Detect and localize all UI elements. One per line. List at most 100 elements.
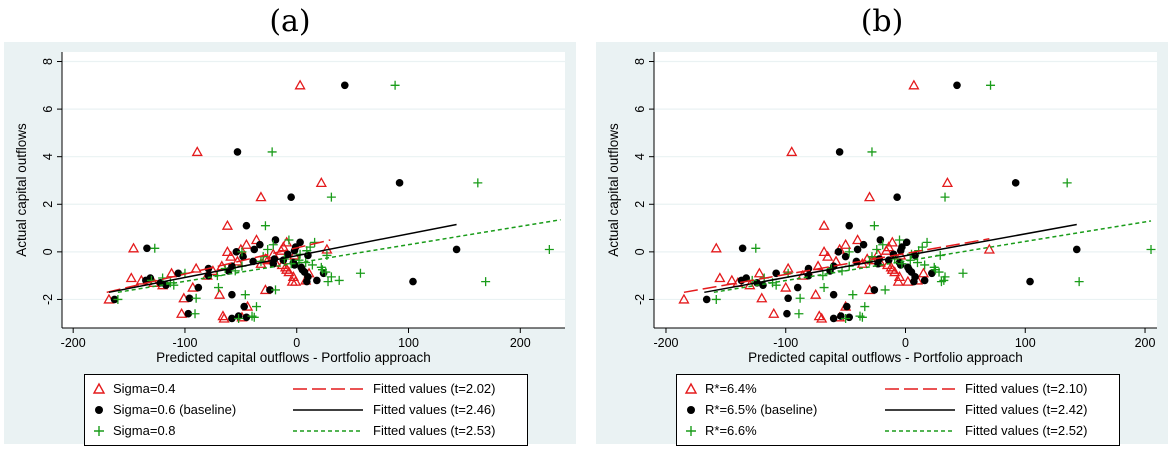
plus-point (819, 283, 829, 293)
plus-point (307, 260, 317, 270)
legend-label: Sigma=0.4 (113, 381, 176, 396)
plus-point (473, 178, 483, 188)
triangle-point (810, 288, 822, 299)
triangle-point (983, 243, 995, 254)
plus-point (930, 265, 940, 275)
dot-point (228, 314, 236, 323)
triangle-point (840, 238, 852, 249)
legend-item: Fitted values (t=2.53) (291, 421, 527, 441)
dot-point (194, 283, 203, 292)
dot-point (845, 221, 854, 230)
plus-point (872, 244, 882, 254)
triangle-point (221, 246, 234, 257)
x-axis-label: Predicted capital outflows - Portfolio a… (156, 350, 431, 365)
plus-point (390, 80, 400, 90)
triangle-point (756, 292, 768, 303)
x-tick-label: -100 (773, 336, 798, 350)
triangle-point (917, 267, 930, 278)
dot-point (266, 286, 274, 294)
dot-point (898, 243, 906, 251)
x-tick-label: 100 (398, 336, 419, 350)
dot-point (1011, 179, 1020, 187)
plus-point (234, 313, 244, 323)
triangle-point (822, 250, 834, 261)
plus-point (334, 275, 344, 285)
y-axis-label: Actual capital outflows (606, 123, 621, 257)
legend-label: R*=6.4% (705, 381, 757, 396)
triangle-point (780, 281, 792, 292)
dot-point (829, 314, 838, 323)
dot-point (298, 265, 307, 274)
plus-point (191, 293, 201, 303)
plus-point (267, 147, 277, 157)
legend-label: Sigma=0.6 (baseline) (113, 402, 237, 417)
plus-point (841, 313, 851, 323)
dot-point (185, 294, 194, 303)
legend-item: Fitted values (t=2.02) (291, 379, 527, 399)
dot-point (240, 302, 248, 311)
triangle-point (221, 219, 234, 230)
triangle-point (262, 254, 274, 265)
y-tick-label: -2 (41, 294, 55, 305)
y-tick-label: 2 (633, 201, 647, 208)
plus-point (237, 247, 247, 257)
plus-point (920, 260, 930, 270)
x-tick-label: 200 (510, 336, 531, 350)
plus-point (301, 258, 311, 268)
plus-point (1146, 244, 1156, 254)
triangle-point (678, 293, 690, 304)
plus-point (263, 244, 273, 254)
dot-point (843, 302, 851, 311)
dot-point (143, 244, 151, 253)
plus-point (897, 259, 907, 269)
plus-point (867, 147, 877, 157)
plus-point (190, 309, 200, 319)
dot-point (853, 245, 862, 254)
dot-point (313, 276, 321, 285)
x-tick-label: 0 (902, 336, 909, 350)
panel-title: (a) (269, 4, 311, 39)
dot-point (395, 179, 404, 187)
legend-item: Sigma=0.4 (91, 379, 291, 399)
legend-label: Fitted values (t=2.02) (373, 381, 496, 396)
panel-a: (a) -2 0 2 4 6 8 -200 -100 0 100 200 Predicted capi… (0, 0, 580, 452)
dot-point (242, 313, 251, 322)
triangle-point (908, 79, 920, 90)
y-tick-label: 0 (633, 248, 647, 255)
triangle-point (813, 310, 825, 321)
dot-point (702, 295, 711, 304)
dot-point (283, 250, 292, 259)
short-dash-line-icon (885, 430, 955, 432)
triangle-point (125, 272, 137, 283)
plus-point (213, 283, 223, 293)
y-tick-label: 0 (41, 248, 55, 255)
dot-point (920, 276, 929, 285)
legend-label: Fitted values (t=2.53) (373, 423, 496, 438)
legend-item: Fitted values (t=2.46) (291, 400, 527, 420)
dot-point (302, 277, 311, 286)
legend: Sigma=0.4 Sigma=0.6 (baseline) Sigma=0.8… (84, 374, 528, 446)
dot-point (296, 238, 304, 247)
x-axis-label: Predicted capital outflows - Portfolio a… (748, 350, 1023, 365)
plus-point (711, 294, 721, 304)
fitted-line (106, 239, 331, 294)
triangle-marker-icon (684, 382, 698, 394)
dot-point (845, 313, 854, 322)
y-tick-label: 4 (41, 153, 55, 160)
plus-point (940, 192, 950, 202)
dot-point (287, 193, 295, 201)
dot-point (242, 221, 251, 230)
x-tick-label: 200 (1135, 336, 1156, 350)
dot-point (738, 244, 747, 253)
triangle-point (818, 246, 830, 257)
triangle-point (714, 272, 726, 283)
triangle-point (190, 262, 202, 273)
plus-point (958, 268, 968, 278)
plus-marker-icon (94, 426, 104, 436)
legend-item: Sigma=0.8 (91, 421, 291, 441)
legend-item: Fitted values (t=2.52) (883, 421, 1119, 441)
x-tick-label: -200 (653, 336, 678, 350)
triangle-point (812, 260, 824, 271)
plot-area (654, 52, 1157, 328)
plus-point (751, 243, 761, 253)
